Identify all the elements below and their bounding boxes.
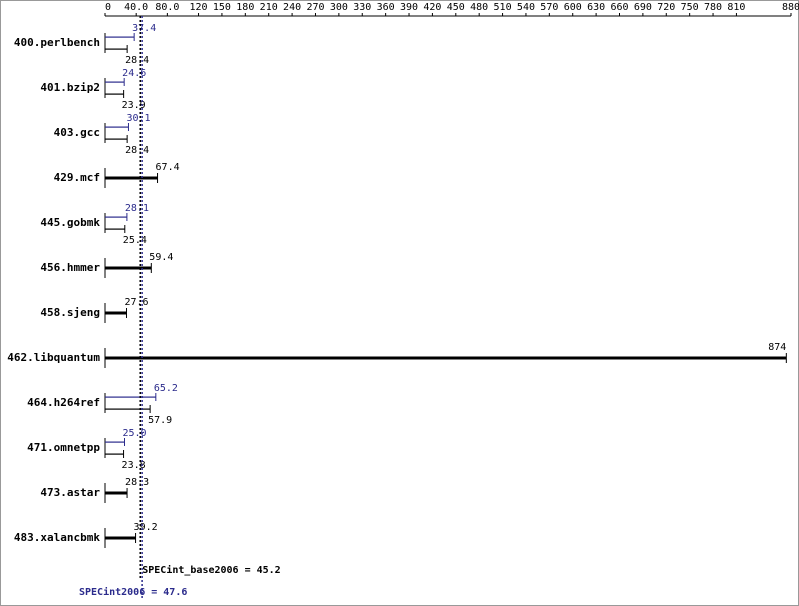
value-label: 28.4: [125, 145, 149, 156]
category-label: 458.sjeng: [40, 306, 100, 319]
x-tick-label: 880: [782, 2, 799, 13]
reference-label: SPECint_base2006 = 45.2: [142, 564, 280, 576]
category-label: 445.gobmk: [40, 216, 100, 229]
x-tick-label: 600: [564, 2, 582, 13]
x-tick-label: 420: [423, 2, 441, 13]
category-label: 471.omnetpp: [27, 441, 100, 454]
category-label: 473.astar: [40, 486, 100, 499]
bar: [105, 176, 158, 180]
value-label: 67.4: [156, 162, 180, 173]
x-tick-label: 180: [236, 2, 254, 13]
value-label: 27.6: [125, 297, 149, 308]
bar: [105, 216, 127, 218]
value-label: 25.0: [122, 428, 146, 439]
bar: [105, 126, 129, 128]
x-tick-label: 810: [727, 2, 745, 13]
x-tick-label: 210: [260, 2, 278, 13]
value-label: 23.8: [122, 460, 146, 471]
x-tick-label: 480: [470, 2, 488, 13]
x-tick-label: 660: [610, 2, 628, 13]
bar: [105, 138, 128, 140]
x-tick-label: 270: [306, 2, 324, 13]
x-tick-label: 150: [213, 2, 231, 13]
value-label: 874: [768, 342, 786, 353]
x-tick-label: 450: [447, 2, 465, 13]
value-label: 39.2: [134, 522, 158, 533]
x-tick-label: 390: [400, 2, 418, 13]
x-tick-label: 40.0: [124, 2, 148, 13]
bar: [105, 356, 787, 360]
value-label: 24.6: [122, 68, 146, 79]
bar: [105, 408, 151, 410]
value-label: 37.4: [132, 23, 156, 34]
category-label: 429.mcf: [54, 171, 100, 184]
value-label: 25.4: [123, 235, 147, 246]
x-tick-label: 360: [377, 2, 395, 13]
category-label: 401.bzip2: [40, 81, 100, 94]
x-tick-label: 630: [587, 2, 605, 13]
x-tick-label: 330: [353, 2, 371, 13]
bar: [105, 311, 127, 315]
x-tick-label: 300: [330, 2, 348, 13]
value-label: 65.2: [154, 383, 178, 394]
x-tick-label: 80.0: [155, 2, 179, 13]
x-tick-label: 0: [105, 2, 111, 13]
category-label: 456.hmmer: [40, 261, 100, 274]
category-label: 464.h264ref: [27, 396, 100, 409]
x-tick-label: 780: [704, 2, 722, 13]
value-label: 28.3: [125, 477, 149, 488]
bar: [105, 491, 128, 495]
value-label: 59.4: [149, 252, 173, 263]
x-tick-label: 540: [517, 2, 535, 13]
bar: [105, 441, 125, 443]
bar: [105, 81, 125, 83]
category-label: 403.gcc: [54, 126, 100, 139]
value-label: 28.1: [125, 203, 149, 214]
value-label: 23.9: [122, 100, 146, 111]
category-label: 462.libquantum: [7, 351, 100, 364]
x-tick-label: 750: [681, 2, 699, 13]
category-label: 483.xalancbmk: [14, 531, 100, 544]
bar: [105, 536, 136, 540]
value-label: 28.4: [125, 55, 149, 66]
bar: [105, 36, 135, 38]
bar: [105, 48, 128, 50]
x-tick-label: 240: [283, 2, 301, 13]
x-tick-label: 570: [540, 2, 558, 13]
value-label: 30.1: [126, 113, 150, 124]
x-tick-label: 690: [634, 2, 652, 13]
reference-label: SPECint2006 = 47.6: [79, 586, 187, 598]
bar: [105, 228, 125, 230]
x-tick-label: 720: [657, 2, 675, 13]
bar: [105, 266, 152, 270]
category-label: 400.perlbench: [14, 36, 100, 49]
bar: [105, 453, 124, 455]
bar: [105, 93, 124, 95]
x-tick-label: 120: [190, 2, 208, 13]
value-label: 57.9: [148, 415, 172, 426]
x-tick-label: 510: [494, 2, 512, 13]
bar: [105, 396, 156, 398]
